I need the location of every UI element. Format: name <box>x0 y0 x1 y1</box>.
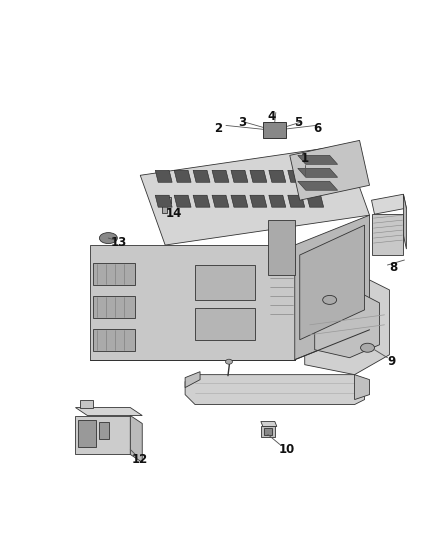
Polygon shape <box>261 422 277 426</box>
Polygon shape <box>185 372 200 387</box>
Text: 10: 10 <box>279 443 295 456</box>
Polygon shape <box>288 171 305 182</box>
Bar <box>78 419 96 447</box>
Bar <box>371 214 403 255</box>
Polygon shape <box>300 225 364 340</box>
Polygon shape <box>250 171 267 182</box>
Polygon shape <box>355 375 370 400</box>
Bar <box>99 422 110 439</box>
Text: 5: 5 <box>293 116 302 129</box>
Polygon shape <box>305 275 389 375</box>
Ellipse shape <box>226 359 233 364</box>
Text: 12: 12 <box>132 453 148 466</box>
Polygon shape <box>90 245 295 360</box>
Polygon shape <box>174 195 191 207</box>
Polygon shape <box>174 171 191 182</box>
Polygon shape <box>307 195 324 207</box>
Polygon shape <box>371 194 406 214</box>
Text: 8: 8 <box>389 262 398 274</box>
Polygon shape <box>193 171 210 182</box>
Bar <box>264 429 272 435</box>
Text: 1: 1 <box>300 152 309 165</box>
Polygon shape <box>75 416 130 455</box>
Polygon shape <box>298 155 338 164</box>
Polygon shape <box>155 195 172 207</box>
Polygon shape <box>298 168 338 177</box>
Polygon shape <box>155 171 172 182</box>
Polygon shape <box>81 400 93 408</box>
Polygon shape <box>193 195 210 207</box>
Polygon shape <box>269 195 286 207</box>
Bar <box>162 203 167 213</box>
Bar <box>268 220 295 275</box>
Polygon shape <box>314 290 379 358</box>
Ellipse shape <box>99 232 117 244</box>
Polygon shape <box>288 195 305 207</box>
Text: 9: 9 <box>387 355 396 368</box>
Bar <box>195 308 255 340</box>
Ellipse shape <box>360 343 374 352</box>
Polygon shape <box>140 146 370 245</box>
Polygon shape <box>250 195 267 207</box>
Polygon shape <box>75 408 142 416</box>
Ellipse shape <box>323 295 337 304</box>
Polygon shape <box>307 171 324 182</box>
Text: 4: 4 <box>268 110 276 123</box>
Polygon shape <box>231 195 248 207</box>
Bar <box>159 197 171 203</box>
Polygon shape <box>263 123 286 139</box>
Text: 14: 14 <box>166 207 182 220</box>
Polygon shape <box>212 195 229 207</box>
Polygon shape <box>290 140 370 200</box>
Polygon shape <box>231 171 248 182</box>
Bar <box>195 265 255 300</box>
Polygon shape <box>403 194 406 249</box>
Bar <box>93 296 135 318</box>
Text: 3: 3 <box>238 116 246 129</box>
Polygon shape <box>212 171 229 182</box>
Polygon shape <box>185 375 364 405</box>
Polygon shape <box>298 181 338 190</box>
Polygon shape <box>130 416 142 462</box>
Bar <box>93 329 135 351</box>
Bar <box>93 263 135 285</box>
Text: 13: 13 <box>110 236 127 248</box>
Text: 6: 6 <box>314 122 322 135</box>
Text: 2: 2 <box>214 122 222 135</box>
Bar <box>261 426 275 438</box>
Polygon shape <box>269 171 286 182</box>
Polygon shape <box>295 215 370 360</box>
